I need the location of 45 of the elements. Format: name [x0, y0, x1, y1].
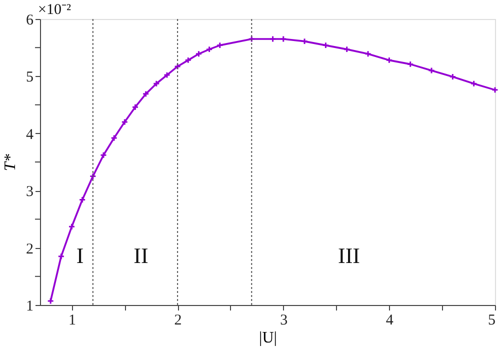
- point: [78, 196, 86, 204]
- y-tick-label: 1: [26, 298, 34, 314]
- point: [322, 42, 330, 49]
- point: [68, 223, 76, 230]
- x-tick-label: 2: [174, 312, 182, 328]
- y-tick-label: 4: [26, 126, 34, 143]
- x-tick-label: 1: [68, 312, 76, 328]
- point: [142, 90, 150, 98]
- x-tick-label: 5: [488, 312, 496, 328]
- point: [89, 172, 96, 180]
- y-axis-title: T*: [2, 154, 19, 171]
- point: [470, 80, 478, 88]
- point: [449, 73, 456, 80]
- y-tick-label: 6: [26, 12, 34, 28]
- point: [184, 56, 192, 64]
- annotation: II: [134, 243, 148, 268]
- point: [301, 38, 308, 45]
- text: ×10⁻²: [38, 2, 72, 18]
- point: [195, 50, 202, 58]
- point: [248, 36, 256, 43]
- x-tick-label: 4: [386, 312, 394, 328]
- point: [343, 46, 350, 53]
- point: [428, 66, 435, 74]
- point: [58, 252, 65, 260]
- x-tick-label: 3: [280, 312, 288, 328]
- point: [110, 134, 118, 142]
- point: [132, 104, 139, 111]
- point: [206, 46, 213, 53]
- point: [386, 56, 393, 64]
- y-tick-label: 5: [26, 70, 34, 86]
- point: [100, 152, 107, 159]
- point: [216, 42, 224, 49]
- point: [121, 118, 128, 126]
- point: [269, 36, 276, 43]
- point: [174, 62, 182, 70]
- point: [406, 60, 414, 68]
- annotation: I: [76, 243, 84, 268]
- point: [280, 36, 287, 43]
- point: [364, 50, 372, 58]
- point: [152, 80, 160, 88]
- x-axis-title: |U|: [259, 330, 277, 346]
- annotation: III: [338, 243, 360, 268]
- y-tick-label: 3: [26, 184, 34, 200]
- point: [163, 72, 170, 79]
- y-tick-label: 2: [26, 241, 34, 258]
